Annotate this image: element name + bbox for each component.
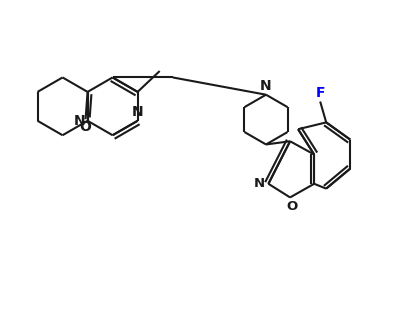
Text: O: O bbox=[286, 200, 297, 213]
Text: N: N bbox=[132, 105, 143, 119]
Text: N: N bbox=[253, 177, 265, 190]
Text: N: N bbox=[73, 114, 85, 128]
Text: N: N bbox=[259, 79, 271, 93]
Text: O: O bbox=[79, 120, 91, 134]
Text: F: F bbox=[315, 86, 324, 100]
